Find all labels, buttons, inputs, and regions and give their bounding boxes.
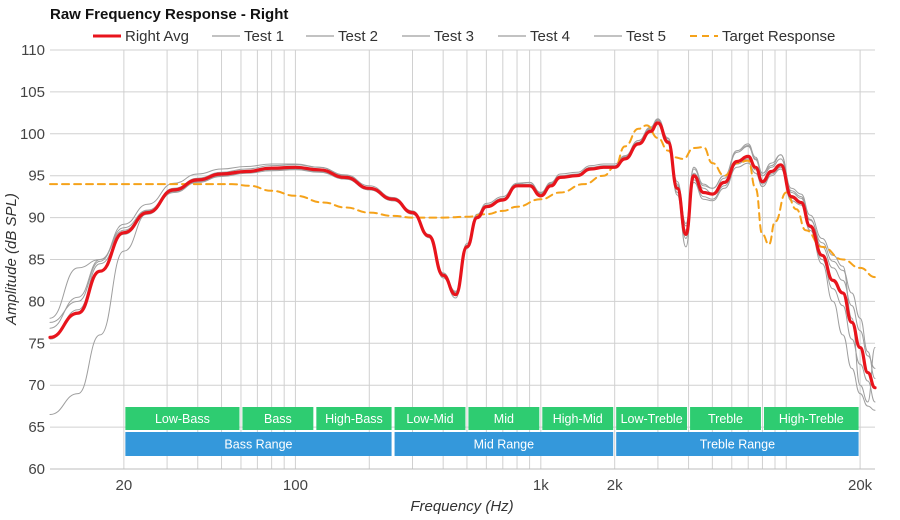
legend-label-test-4: Test 4 [530,28,570,45]
y-tick-label-110: 110 [21,42,45,59]
detail-band-high-treble [763,407,859,430]
range-band-bass-range [125,432,392,456]
y-tick-label-95: 95 [28,168,45,185]
legend-item-right-avg: Right Avg [93,28,189,45]
detail-band-label-high-bass: High-Bass [325,412,383,426]
legend-label-test-5: Test 5 [626,28,666,45]
detail-band-low-bass [125,407,240,430]
x-tick-label-20: 20 [116,477,133,494]
series-line-test-1 [49,118,876,369]
detail-band-treble [690,407,761,430]
detail-band-label-high-mid: High-Mid [553,412,603,426]
detail-band-label-low-bass: Low-Bass [155,412,210,426]
detail-band-high-mid [542,407,614,430]
legend-label-right-avg: Right Avg [125,28,189,45]
detail-band-label-treble: Treble [708,412,743,426]
x-tick-label-20k: 20k [848,477,873,494]
range-band-mid-range [394,432,614,456]
legend-label-test-1: Test 1 [244,28,284,45]
x-tick-label-1k: 1k [533,477,549,494]
y-tick-label-90: 90 [28,210,45,227]
y-tick-label-80: 80 [28,293,45,310]
legend-label-test-3: Test 3 [434,28,474,45]
legend-item-test-4: Test 4 [498,28,570,45]
y-tick-label-100: 100 [20,126,45,143]
x-tick-label-100: 100 [283,477,308,494]
detail-band-low-mid [394,407,466,430]
y-axis-label: Amplitude (dB SPL) [3,193,20,326]
frequency-bands: Low-Bass Bass High-Bass Low-Mid Mid High-Mid L… [125,407,859,456]
x-axis-label: Frequency (Hz) [410,498,513,515]
legend: Right Avg Test 1 Test 2 Test 3 Test 4 Test 5 T… [93,28,835,45]
range-band-label-treble-range: Treble Range [700,438,775,452]
y-tick-label-105: 105 [20,84,45,101]
detail-band-label-high-treble: High-Treble [779,412,844,426]
series-line-test-3 [49,119,876,403]
legend-item-test-5: Test 5 [594,28,666,45]
detail-band-bass [242,407,314,430]
legend-item-test-3: Test 3 [402,28,474,45]
series-line-target-response [49,124,876,279]
y-tick-label-85: 85 [28,252,45,269]
series-lines [48,118,877,415]
y-tick-label-70: 70 [28,377,45,394]
detail-band-label-bass: Bass [264,412,292,426]
range-band-treble-range [616,432,859,456]
y-tick-label-65: 65 [28,419,45,436]
x-tick-label-2k: 2k [607,477,623,494]
axes: 60 65 70 75 80 85 90 95 100 105 110 20 100 1k 2k 20k [20,42,875,494]
detail-band-label-low-mid: Low-Mid [406,412,453,426]
legend-item-test-1: Test 1 [212,28,284,45]
legend-label-test-2: Test 2 [338,28,378,45]
range-band-label-bass-range: Bass Range [224,438,292,452]
legend-item-target-response: Target Response [690,28,835,45]
detail-band-mid [468,407,540,430]
series-line-right-avg [48,121,877,390]
y-tick-label-75: 75 [28,335,45,352]
legend-label-target-response: Target Response [722,28,835,45]
chart-title: Raw Frequency Response - Right [50,6,288,23]
detail-band-low-treble [616,407,688,430]
detail-band-high-bass [316,407,392,430]
detail-band-label-mid: Mid [494,412,514,426]
range-band-label-mid-range: Mid Range [474,438,534,452]
legend-item-test-2: Test 2 [306,28,378,45]
detail-band-label-low-treble: Low-Treble [621,412,683,426]
y-tick-label-60: 60 [28,461,45,478]
grid [50,49,875,470]
